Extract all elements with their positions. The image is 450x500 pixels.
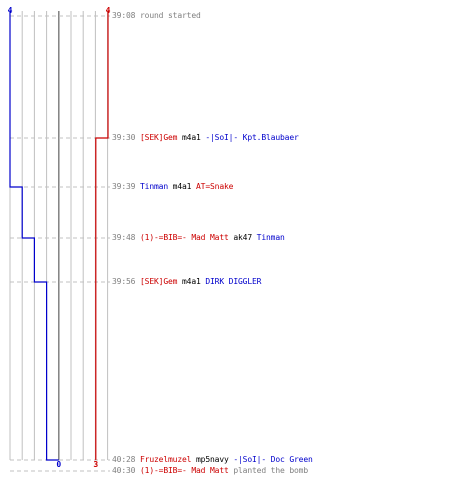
event-text: Fruzelmuzel bbox=[140, 455, 192, 464]
event-text: [SEK]Gem bbox=[140, 277, 178, 286]
event-text: DIRK DIGGLER bbox=[205, 277, 262, 286]
event-text: m4a1 bbox=[177, 133, 206, 142]
event-time: 39:48 bbox=[112, 233, 140, 242]
event-text: -|SoI|- Doc Green bbox=[233, 455, 313, 464]
event-text: [SEK]Gem bbox=[140, 133, 178, 142]
event-time: 39:39 bbox=[112, 182, 140, 191]
event-text: Tinman bbox=[140, 182, 168, 191]
team-a-end-count: 0 bbox=[56, 460, 61, 469]
event-time: 40:28 bbox=[112, 455, 140, 464]
event-row: 39:30 [SEK]Gem m4a1 -|SoI|- Kpt.Blaubaer bbox=[112, 132, 299, 143]
event-text: round started bbox=[140, 11, 201, 20]
event-row: 39:56 [SEK]Gem m4a1 DIRK DIGGLER bbox=[112, 276, 261, 287]
event-text: Tinman bbox=[256, 233, 285, 242]
event-text: (1)-=BIB=- Mad Matt bbox=[140, 233, 229, 242]
event-time: 39:30 bbox=[112, 133, 140, 142]
event-row: 39:39 Tinman m4a1 AT=Snake bbox=[112, 181, 233, 192]
event-time: 40:30 bbox=[112, 466, 140, 475]
team-b-end-count: 3 bbox=[93, 460, 98, 469]
event-row: 39:48 (1)-=BIB=- Mad Matt ak47 Tinman bbox=[112, 232, 285, 243]
event-text: (1)-=BIB=- Mad Matt bbox=[140, 466, 229, 475]
event-row: 40:28 Fruzelmuzel mp5navy -|SoI|- Doc Gr… bbox=[112, 454, 313, 465]
event-text: mp5navy bbox=[191, 455, 234, 464]
team-b-start-count: 4 bbox=[106, 6, 111, 15]
event-text: m4a1 bbox=[177, 277, 206, 286]
event-row: 40:30 (1)-=BIB=- Mad Matt planted the bo… bbox=[112, 465, 308, 476]
event-row: 39:08 round started bbox=[112, 10, 201, 21]
event-text: planted the bomb bbox=[228, 466, 309, 475]
event-text: m4a1 bbox=[168, 182, 196, 191]
event-time: 39:56 bbox=[112, 277, 140, 286]
event-text: AT=Snake bbox=[196, 182, 234, 191]
team-a-alive-line bbox=[9, 11, 59, 461]
event-time: 39:08 bbox=[112, 11, 140, 20]
event-text: ak47 bbox=[228, 233, 257, 242]
team-a-start-count: 4 bbox=[8, 6, 13, 15]
event-text: -|SoI|- Kpt.Blaubaer bbox=[205, 133, 299, 142]
team-b-alive-line bbox=[95, 11, 109, 460]
